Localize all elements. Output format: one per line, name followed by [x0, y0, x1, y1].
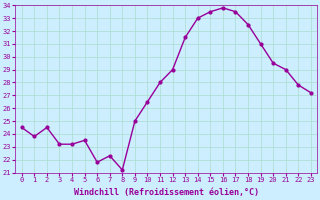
X-axis label: Windchill (Refroidissement éolien,°C): Windchill (Refroidissement éolien,°C) — [74, 188, 259, 197]
